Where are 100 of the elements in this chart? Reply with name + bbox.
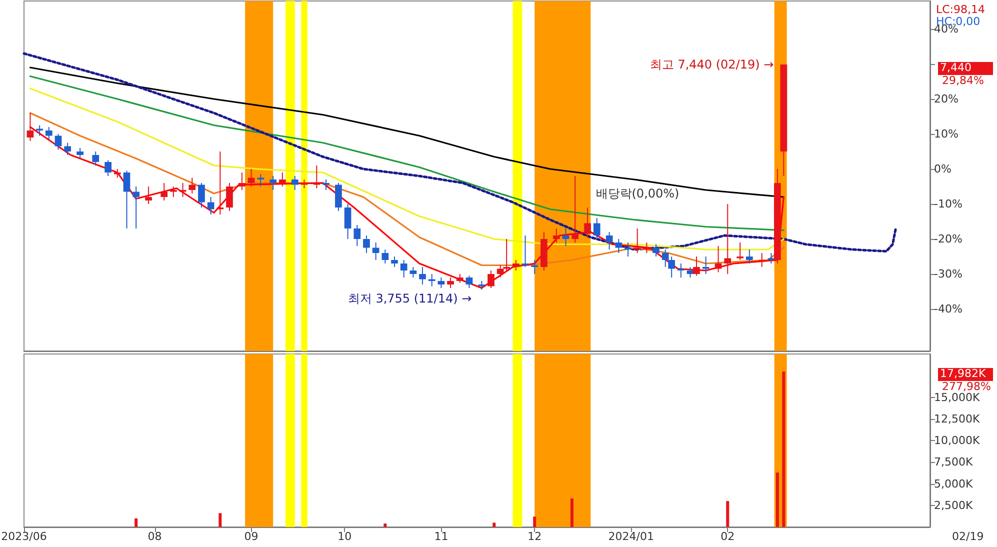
annotation: 최고 7,440 (02/19) → xyxy=(650,58,774,72)
y-tick-label: 0% xyxy=(934,162,952,176)
line-series xyxy=(29,112,784,266)
candlestick xyxy=(104,160,112,176)
bar xyxy=(134,518,138,527)
candlestick xyxy=(92,151,100,166)
bar xyxy=(782,371,786,527)
candlestick xyxy=(123,170,130,229)
x-tick-label: 08 xyxy=(148,530,162,543)
x-tick-label: 09 xyxy=(244,530,258,543)
candlestick xyxy=(652,244,660,257)
candlestick xyxy=(615,238,622,254)
y-tick-label: 20% xyxy=(934,92,958,106)
candlestick xyxy=(160,182,168,201)
candlestick xyxy=(693,256,700,276)
candlestick xyxy=(562,228,570,246)
candlestick xyxy=(145,186,152,204)
candlestick xyxy=(26,112,34,142)
candlestick xyxy=(270,176,276,190)
candlestick xyxy=(724,204,732,274)
line-series xyxy=(29,75,784,232)
candlestick xyxy=(746,249,753,264)
y-tick-label: 5,000K xyxy=(934,477,974,490)
y-tick-label: 2,500K xyxy=(934,498,974,512)
candlestick xyxy=(593,218,600,240)
candlestick xyxy=(466,275,473,288)
candlestick xyxy=(132,186,140,229)
candlestick xyxy=(736,242,744,260)
candlestick xyxy=(382,249,389,264)
x-tick-label: 2023/06 xyxy=(1,530,47,543)
bar xyxy=(726,501,730,527)
candlestick xyxy=(248,168,255,187)
candlestick xyxy=(226,182,233,212)
bar xyxy=(533,516,536,527)
y-tick-label: 10,000K xyxy=(934,434,980,447)
candlestick xyxy=(419,266,426,285)
candlestick xyxy=(758,252,766,268)
candlestick xyxy=(354,224,361,246)
candlestick xyxy=(170,186,177,198)
candlestick xyxy=(179,182,186,198)
y-tick-label: 15,000K xyxy=(934,390,980,404)
candlestick xyxy=(372,242,380,260)
candlestick xyxy=(278,172,286,187)
candlestick xyxy=(322,179,330,190)
candlestick xyxy=(447,277,454,288)
candlestick xyxy=(64,142,72,156)
line-series xyxy=(29,126,784,289)
x-tick-label: 02 xyxy=(720,530,735,543)
candlestick xyxy=(188,177,196,194)
bar xyxy=(218,513,222,527)
candlestick xyxy=(400,260,408,278)
candlestick xyxy=(552,228,560,243)
text: 277,98% xyxy=(942,380,991,393)
candlestick xyxy=(291,176,298,190)
candlestick xyxy=(335,182,342,212)
candlestick xyxy=(584,207,591,238)
line-series xyxy=(22,52,898,252)
candlestick xyxy=(522,235,529,268)
candlestick xyxy=(207,196,214,215)
candlestick xyxy=(606,232,613,250)
candlestick xyxy=(198,182,205,208)
bar xyxy=(384,524,387,527)
candlestick xyxy=(438,277,445,288)
candlestick xyxy=(512,260,520,271)
candlestick xyxy=(391,256,398,268)
candlestick xyxy=(45,126,52,140)
y-tick-label: -20% xyxy=(934,232,962,246)
candlestick xyxy=(313,165,320,189)
y-tick-label: 10% xyxy=(934,128,958,140)
candlestick xyxy=(714,246,722,273)
y-tick-label: 12,500K xyxy=(934,412,980,426)
y-tick-label: -30% xyxy=(934,268,962,280)
candlestick xyxy=(76,148,84,159)
text: 17,982K xyxy=(940,367,986,380)
y-tick-label: -10% xyxy=(934,198,962,210)
text: LC:98,14 xyxy=(936,3,986,16)
annotation: 최저 3,755 (11/14) → xyxy=(348,292,472,306)
candlestick xyxy=(363,235,370,254)
candlestick xyxy=(572,176,578,243)
text: 7,440 xyxy=(940,61,972,74)
candlestick xyxy=(410,266,417,278)
x-tick-label: 10 xyxy=(338,530,352,543)
text: 29,84% xyxy=(942,74,984,87)
x-tick-label: 11 xyxy=(434,530,448,543)
candlestick xyxy=(488,270,494,288)
candlestick xyxy=(344,204,352,240)
candlestick xyxy=(216,151,224,215)
bar xyxy=(570,498,574,527)
candlestick xyxy=(238,172,246,190)
bar xyxy=(776,472,779,527)
bar xyxy=(492,522,496,527)
x-tick-label: 2024/01 xyxy=(608,530,654,543)
y-tick-label: 7,500K xyxy=(934,456,974,469)
x-tick-label: 12 xyxy=(528,530,542,543)
line-series xyxy=(29,88,784,250)
candlestick xyxy=(54,134,62,150)
candlestick xyxy=(702,256,710,274)
y-tick-label: -40% xyxy=(934,302,962,316)
annotation: 배당락(0,00%) xyxy=(596,186,680,200)
text: 02/19 xyxy=(952,530,984,543)
